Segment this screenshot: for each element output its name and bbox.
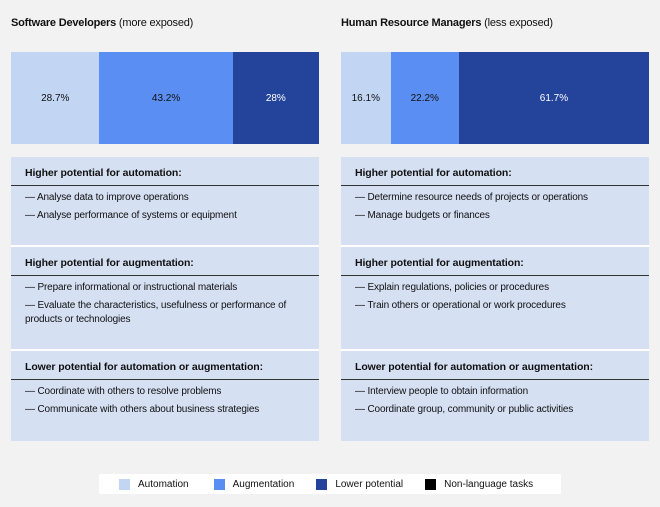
legend-label: Non-language tasks — [444, 478, 534, 490]
section-rule — [11, 185, 319, 186]
task-item: Coordinate group, community or public ac… — [355, 403, 645, 418]
chart-title: Software Developers (more exposed) — [11, 17, 193, 29]
legend-label: Augmentation — [232, 478, 295, 490]
section-heading: Higher potential for automation: — [25, 167, 182, 179]
section-rule — [11, 275, 319, 276]
section-rule — [341, 275, 649, 276]
occupation-name: Human Resource Managers — [341, 17, 482, 29]
section-divider — [11, 349, 319, 351]
legend-label: Lower potential — [335, 478, 404, 490]
task-list: Prepare informational or instructional m… — [25, 281, 315, 331]
task-item: Train others or operational or work proc… — [355, 299, 645, 314]
section-heading: Lower potential for automation or augmen… — [25, 361, 263, 373]
legend-item-automation: Automation — [119, 478, 189, 490]
legend-swatch — [119, 478, 130, 490]
bar-segment-lower-potential: 28% — [232, 52, 319, 144]
bar-segment-augmentation: 22.2% — [390, 52, 459, 144]
section-lower-potential: Lower potential for automation or augmen… — [11, 351, 319, 441]
data-label: 28% — [265, 92, 286, 104]
section-automation: Higher potential for automation: Determi… — [341, 157, 649, 245]
data-label: 43.2% — [151, 92, 181, 104]
task-list: Coordinate with others to resolve proble… — [25, 385, 315, 420]
bar-segment-augmentation: 43.2% — [99, 52, 233, 144]
section-automation: Higher potential for automation: Analyse… — [11, 157, 319, 245]
task-item: Evaluate the characteristics, usefulness… — [25, 299, 315, 328]
task-item: Interview people to obtain information — [355, 385, 645, 400]
data-label: 22.2% — [410, 92, 439, 104]
legend-item-lower-potential: Lower potential — [316, 478, 404, 490]
task-item: Manage budgets or finances — [355, 209, 645, 224]
data-label: 28.7% — [41, 92, 70, 104]
task-panel: Higher potential for automation: Determi… — [341, 157, 649, 441]
task-item: Communicate with others about business s… — [25, 403, 315, 418]
task-item: Analyse data to improve operations — [25, 191, 315, 206]
section-augmentation: Higher potential for augmentation: Expla… — [341, 247, 649, 351]
chart-title: Human Resource Managers (less exposed) — [341, 17, 553, 29]
task-list: Analyse data to improve operations Analy… — [25, 191, 315, 226]
occupation-name: Software Developers — [11, 17, 117, 29]
legend: Automation Augmentation Lower potential … — [99, 474, 561, 494]
task-item: Coordinate with others to resolve proble… — [25, 385, 315, 400]
section-rule — [11, 379, 319, 380]
section-divider — [11, 245, 319, 247]
section-augmentation: Higher potential for augmentation: Prepa… — [11, 247, 319, 351]
bar-segment-automation: 16.1% — [341, 52, 391, 144]
section-rule — [341, 185, 649, 186]
exposure-note: (more exposed) — [118, 17, 194, 29]
legend-swatch — [425, 478, 437, 490]
legend-swatch — [213, 478, 225, 490]
data-label: 61.7% — [539, 92, 569, 104]
section-heading: Higher potential for augmentation: — [355, 257, 524, 269]
bar-segment-lower-potential: 61.7% — [458, 52, 649, 144]
section-rule — [341, 379, 649, 380]
task-item: Prepare informational or instructional m… — [25, 281, 315, 296]
section-heading: Higher potential for automation: — [355, 167, 512, 179]
section-divider — [341, 245, 649, 247]
legend-swatch — [316, 478, 328, 490]
bar-segment-automation: 28.7% — [11, 52, 100, 144]
section-heading: Lower potential for automation or augmen… — [355, 361, 593, 373]
data-label: 16.1% — [351, 92, 380, 104]
stacked-bar: 28.7% 43.2% 28% — [11, 52, 319, 144]
task-panel: Higher potential for automation: Analyse… — [11, 157, 319, 441]
task-item: Determine resource needs of projects or … — [355, 191, 645, 206]
legend-item-non-language: Non-language tasks — [425, 478, 534, 490]
stacked-bar: 16.1% 22.2% 61.7% — [341, 52, 649, 144]
section-lower-potential: Lower potential for automation or augmen… — [341, 351, 649, 441]
task-list: Interview people to obtain information C… — [355, 385, 645, 420]
task-list: Explain regulations, policies or procedu… — [355, 281, 645, 316]
exposure-note: (less exposed) — [484, 17, 553, 29]
legend-item-augmentation: Augmentation — [213, 478, 295, 490]
task-item: Analyse performance of systems or equipm… — [25, 209, 315, 224]
task-item: Explain regulations, policies or procedu… — [355, 281, 645, 296]
section-heading: Higher potential for augmentation: — [25, 257, 194, 269]
section-divider — [341, 349, 649, 351]
task-list: Determine resource needs of projects or … — [355, 191, 645, 226]
legend-label: Automation — [138, 478, 189, 490]
